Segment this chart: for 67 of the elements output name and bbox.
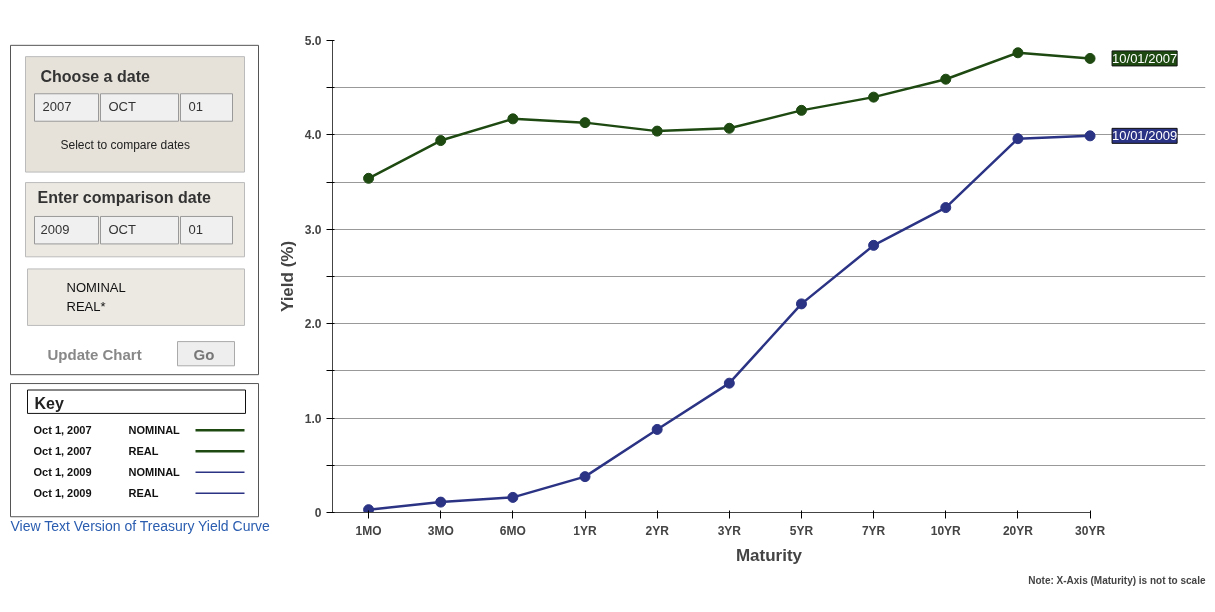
text: REAL bbox=[128, 487, 159, 500]
point bbox=[651, 423, 663, 435]
series-label: 10/01/2007 bbox=[1112, 50, 1178, 66]
text: Select to compare dates bbox=[60, 138, 190, 153]
text: Key bbox=[34, 395, 64, 413]
series-label: 10/01/2009 bbox=[1112, 128, 1178, 144]
y-tick-label: 4.0 bbox=[304, 128, 322, 143]
x-tick-label: 2YR bbox=[645, 523, 670, 538]
text: NOMINAL bbox=[128, 424, 181, 437]
y-axis-title: Yield (%) bbox=[277, 240, 297, 313]
point bbox=[435, 496, 447, 508]
x-tick-label: 5YR bbox=[789, 523, 814, 538]
point bbox=[1012, 133, 1024, 145]
point bbox=[1012, 47, 1024, 59]
text: NOMINAL bbox=[66, 280, 126, 295]
text: 01 bbox=[188, 221, 203, 237]
text: Oct 1, 2009 bbox=[33, 466, 92, 479]
point bbox=[435, 135, 447, 147]
text: Update Chart bbox=[47, 346, 142, 363]
point bbox=[579, 471, 591, 483]
text: 01 bbox=[188, 99, 203, 115]
point bbox=[868, 239, 880, 251]
y-tick-label: 0 bbox=[314, 506, 322, 520]
point bbox=[1084, 52, 1096, 64]
point bbox=[795, 298, 807, 310]
x-tick-label: 6MO bbox=[499, 523, 526, 538]
text: Choose a date bbox=[40, 68, 150, 86]
text: Note: X-Axis (Maturity) is not to scale bbox=[1028, 574, 1206, 586]
y-tick-label: 2.0 bbox=[304, 317, 322, 332]
text: Oct 1, 2009 bbox=[33, 487, 92, 500]
text: Oct 1, 2007 bbox=[33, 424, 92, 437]
x-tick-label: 7YR bbox=[861, 523, 886, 538]
point bbox=[651, 125, 663, 137]
x-tick-label: 10YR bbox=[930, 523, 962, 538]
text: Oct 1, 2007 bbox=[33, 445, 92, 458]
text: 2007 bbox=[42, 99, 72, 115]
point bbox=[363, 172, 375, 184]
text: REAL* bbox=[66, 299, 106, 315]
text: NOMINAL bbox=[128, 466, 181, 479]
point bbox=[868, 91, 880, 103]
x-tick-label: 20YR bbox=[1002, 523, 1034, 538]
point bbox=[579, 117, 591, 129]
point bbox=[363, 504, 375, 513]
point bbox=[795, 104, 807, 116]
point bbox=[940, 202, 952, 214]
text: REAL bbox=[128, 445, 159, 458]
point bbox=[507, 113, 519, 125]
text: OCT bbox=[108, 221, 136, 237]
point bbox=[507, 491, 519, 503]
x-tick-label: 3YR bbox=[717, 523, 742, 538]
text: Go bbox=[193, 346, 215, 363]
point bbox=[940, 73, 952, 85]
text: View Text Version of Treasury Yield Curve bbox=[10, 518, 271, 535]
x-tick-label: 3MO bbox=[427, 523, 454, 538]
x-tick-label: 1YR bbox=[573, 523, 598, 538]
point bbox=[1084, 130, 1096, 142]
text: 2009 bbox=[40, 221, 70, 237]
text: Enter comparison date bbox=[37, 189, 211, 207]
text: OCT bbox=[108, 99, 136, 115]
point bbox=[723, 377, 735, 389]
y-tick-label: 3.0 bbox=[304, 222, 322, 237]
x-tick-label: 1MO bbox=[355, 523, 382, 538]
y-tick-label: 5.0 bbox=[304, 34, 322, 48]
x-axis-title: Maturity bbox=[735, 545, 803, 565]
x-tick-label: 30YR bbox=[1075, 523, 1106, 538]
point bbox=[723, 122, 735, 134]
y-tick-label: 1.0 bbox=[304, 411, 322, 426]
